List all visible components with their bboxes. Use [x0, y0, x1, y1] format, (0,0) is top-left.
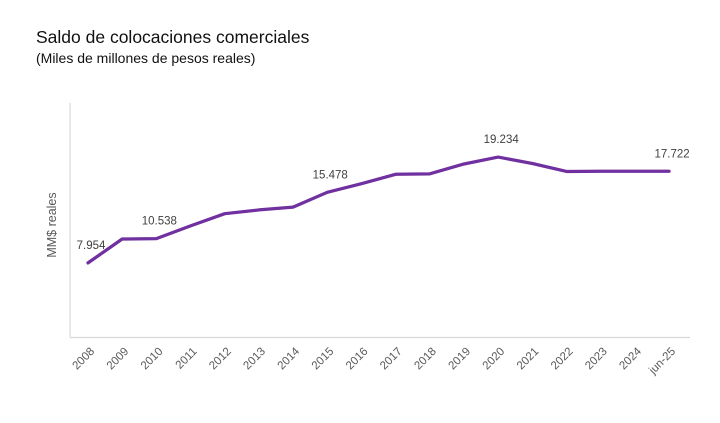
data-label: 10.538 — [142, 216, 177, 228]
x-tick-label: 2011 — [174, 346, 200, 372]
x-tick-label: 2008 — [71, 346, 98, 373]
y-axis-title: MM$ reales — [45, 192, 59, 257]
x-tick-label: 2024 — [617, 345, 644, 372]
series-line — [86, 155, 671, 265]
x-tick-label: jun-25 — [646, 346, 678, 378]
x-tick-label: 2014 — [276, 345, 303, 372]
data-label: 15.478 — [313, 169, 348, 181]
x-tick-label: 2021 — [515, 346, 542, 373]
data-label: 7.954 — [77, 240, 106, 252]
x-tick-label: 2017 — [378, 346, 405, 373]
data-label: 19.234 — [484, 134, 520, 146]
chart-subtitle: (Miles de millones de pesos reales) — [36, 49, 256, 66]
x-tick-label: 2012 — [207, 346, 234, 373]
x-tick-label: 2023 — [583, 346, 610, 373]
chart-title: Saldo de colocaciones comerciales — [36, 27, 310, 47]
x-tick-label: 2010 — [139, 346, 166, 373]
x-tick-label: 2018 — [412, 346, 439, 373]
x-tick-label: 2020 — [481, 346, 508, 373]
x-tick-label: 2013 — [241, 346, 268, 373]
x-tick-label: 2019 — [447, 346, 474, 373]
x-tick-label: 2022 — [549, 346, 576, 373]
chart-header: Saldo de colocaciones comerciales (Miles… — [36, 27, 309, 67]
x-tick-label: 2016 — [344, 346, 371, 373]
data-label: 17.722 — [654, 148, 689, 160]
x-tick-label: 2015 — [310, 346, 337, 373]
x-tick-label: 2009 — [105, 346, 132, 373]
